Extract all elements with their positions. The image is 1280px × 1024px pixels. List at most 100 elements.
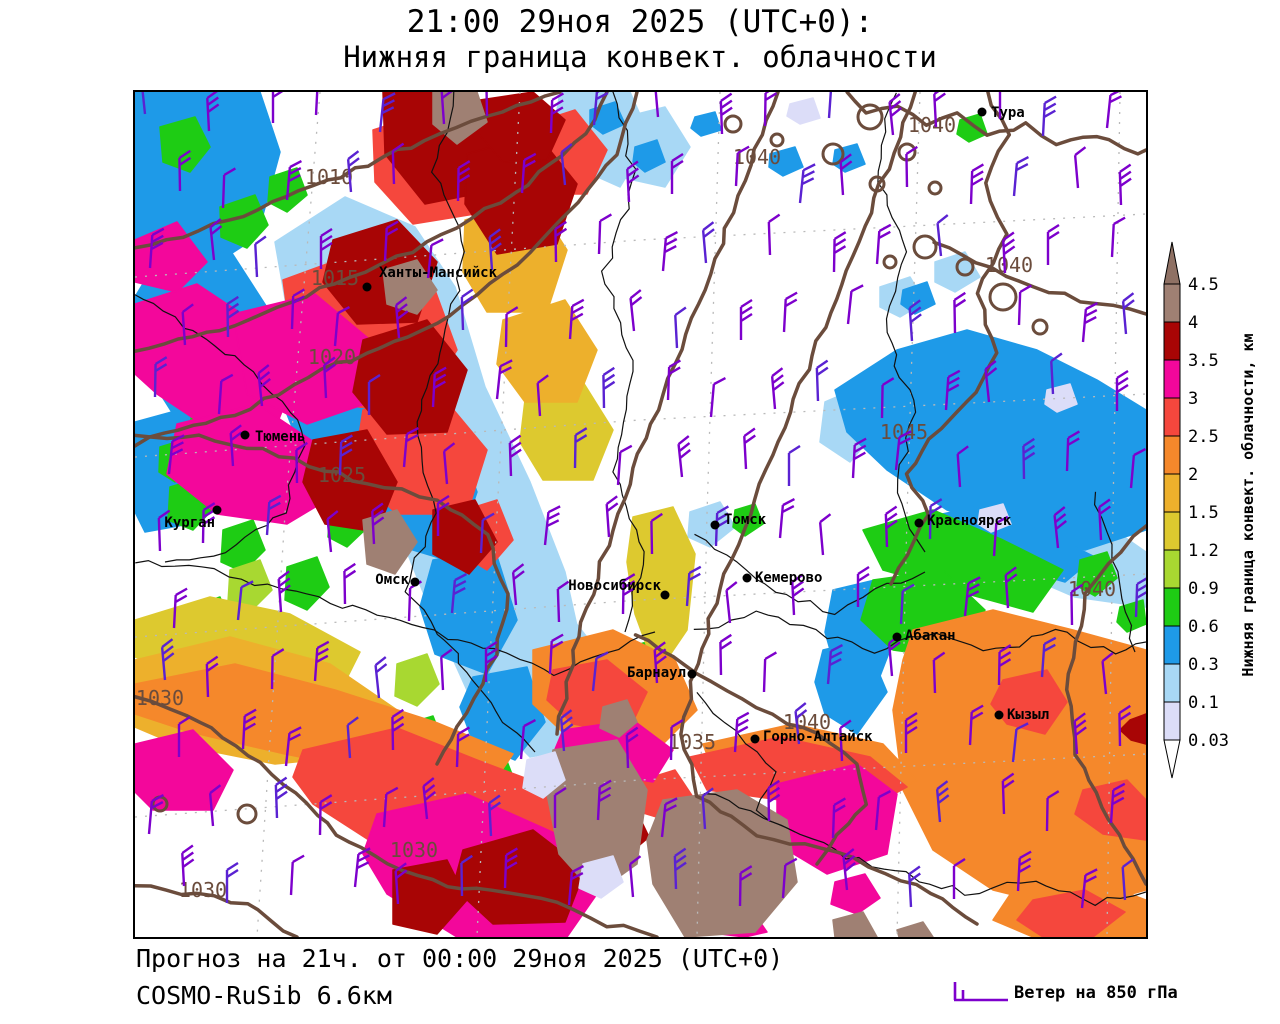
- wind-barb: [1109, 782, 1126, 824]
- colorbar-tick-label: 1.5: [1188, 503, 1219, 523]
- wind-barb: [254, 235, 267, 278]
- wind-barb: [629, 289, 643, 332]
- wind-barb: [787, 444, 801, 486]
- wind-barb: [605, 495, 619, 538]
- wind-barb: [997, 644, 1012, 686]
- colorbar-tick-label: 2: [1188, 465, 1198, 485]
- wind-barb: [554, 220, 568, 263]
- wind-barb: [1121, 292, 1135, 335]
- weather-map: 1010 1015 1020 1025 1030 1030 1030 1035 1040 1040…: [133, 90, 1148, 939]
- wind-barb: [484, 640, 498, 682]
- wind-barb: [181, 844, 195, 887]
- wind-barb: [851, 437, 867, 479]
- wind-barb: [553, 786, 567, 828]
- wind-barb: [201, 502, 216, 544]
- wind-barb: [992, 515, 1009, 557]
- colorbar-tick-label: 4: [1188, 313, 1198, 333]
- wind-barb: [568, 298, 585, 340]
- wind-barb: [560, 143, 573, 186]
- wind-barb: [181, 303, 194, 346]
- wind-barb: [661, 231, 678, 272]
- wind-barb: [548, 633, 564, 675]
- wind-barb: [874, 790, 891, 831]
- wind-barb: [660, 797, 678, 838]
- wind-barb: [460, 288, 474, 331]
- city-dot: [994, 710, 1004, 720]
- wind-barb: [290, 288, 305, 330]
- colorbar-tick-label: 3: [1188, 389, 1198, 409]
- wind-barb: [846, 284, 864, 325]
- wind-barb: [984, 360, 998, 403]
- wind-barb: [343, 562, 357, 605]
- wind-barb: [488, 228, 502, 271]
- wind-barb: [884, 505, 898, 548]
- wind-barb: [1041, 95, 1057, 137]
- wind-barb: [602, 366, 616, 409]
- wind-barb: [323, 356, 336, 399]
- wind-barb: [738, 865, 753, 907]
- wind-barb: [839, 153, 853, 196]
- wind-barb: [798, 163, 816, 204]
- wind-barb: [616, 444, 633, 486]
- wind-barb: [1105, 92, 1123, 129]
- city-label: Барнаул: [627, 665, 686, 681]
- city-markers: Тура Ханты-Мансийск Тюмень Курган Омск Томск К…: [164, 105, 1049, 745]
- wind-barb: [277, 570, 291, 613]
- wind-barb: [719, 92, 733, 135]
- wind-barb: [391, 708, 405, 751]
- wind-barb: [520, 152, 537, 194]
- wind-barb: [767, 213, 781, 256]
- wind-barb: [1050, 352, 1063, 395]
- wind-barb: [241, 708, 257, 750]
- map-canvas: 1010 1015 1020 1025 1030 1030 1030 1035 1040 1040…: [135, 92, 1146, 937]
- wind-barb: [440, 648, 453, 691]
- wind-barb: [932, 651, 946, 694]
- wind-barb: [479, 512, 495, 554]
- wind-barb: [842, 848, 856, 891]
- wind-barb: [314, 92, 330, 116]
- wind-barb: [318, 794, 333, 836]
- colorbar-segment: [1163, 625, 1181, 665]
- wind-barb: [378, 92, 396, 133]
- city-dot: [742, 573, 752, 583]
- wind-barb: [936, 214, 949, 257]
- wind-barb: [284, 726, 302, 767]
- wind-legend: Ветер на 850 гПа: [950, 980, 1280, 1010]
- wind-barb: [567, 865, 584, 906]
- wind-barb: [140, 92, 153, 115]
- wind-barb: [450, 573, 467, 614]
- city-dot: [240, 430, 250, 440]
- wind-barb: [725, 581, 738, 624]
- wind-barb: [285, 160, 302, 201]
- city-label: Томск: [724, 512, 767, 528]
- wind-barb: [1022, 437, 1036, 480]
- page-subtitle: Нижняя граница конвект. облачности: [343, 40, 937, 74]
- wind-barb: [670, 152, 684, 194]
- isobar-label: 1040: [908, 113, 956, 137]
- wind-barb: [904, 711, 918, 753]
- colorbar-segment: [1163, 359, 1181, 399]
- wind-barb: [208, 784, 222, 827]
- wind-barb: [295, 441, 308, 484]
- wind-barb: [905, 145, 918, 188]
- wind-barb: [621, 573, 636, 615]
- city-label: Ханты-Мансийск: [379, 265, 498, 281]
- isobar-label: 1040: [783, 710, 831, 734]
- city-dot: [914, 518, 924, 528]
- wind-barb: [346, 150, 360, 193]
- wind-barb: [827, 92, 844, 119]
- wind-barb: [422, 777, 436, 820]
- wind-barb: [791, 573, 805, 616]
- wind-barb: [148, 227, 165, 269]
- wind-barb: [591, 651, 609, 692]
- city-dot: [710, 520, 720, 530]
- wind-barb: [1118, 163, 1132, 206]
- wind-barb: [963, 576, 981, 617]
- wind-barb: [685, 565, 702, 607]
- city-label: Кызыл: [1007, 707, 1049, 723]
- wind-barb: [1134, 576, 1146, 618]
- cloud-field: [135, 92, 1146, 937]
- isobar-label: 1030: [136, 686, 184, 710]
- wind-barb: [597, 213, 612, 255]
- wind-barb: [382, 786, 399, 828]
